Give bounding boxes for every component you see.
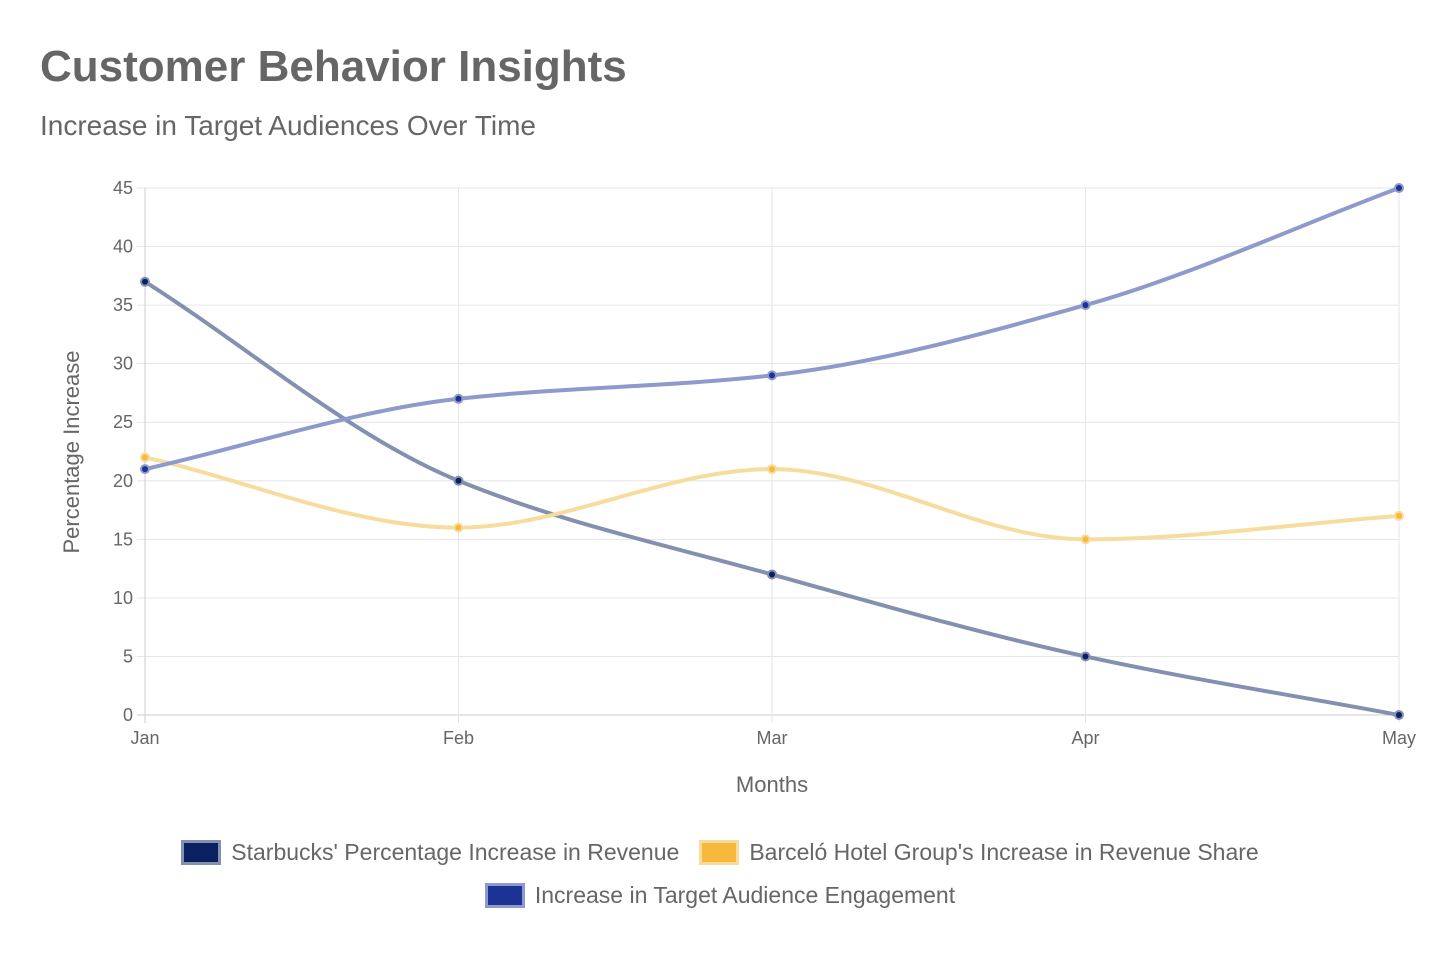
data-point-series-1[interactable]: [1080, 651, 1091, 662]
x-tick-label: Jan: [130, 728, 159, 748]
legend-label: Barceló Hotel Group's Increase in Revenu…: [749, 838, 1259, 865]
data-point-series-3[interactable]: [140, 464, 150, 475]
y-tick-label: 35: [113, 295, 133, 315]
legend-swatch: [484, 882, 525, 908]
legend-item[interactable]: Increase in Target Audience Engagement: [484, 881, 956, 909]
data-point-series-2[interactable]: [1394, 510, 1404, 521]
data-point-series-1[interactable]: [140, 276, 150, 287]
line-chart: 0 5 10 15 20 25 30 35 40 45 Jan Feb Mar Apr May Percen…: [59, 178, 1416, 797]
data-points: [140, 183, 1404, 720]
legend-swatch: [699, 839, 740, 865]
x-tick-label: May: [1382, 728, 1416, 748]
grid: [137, 187, 1400, 723]
legend-item[interactable]: Barceló Hotel Group's Increase in Revenu…: [699, 838, 1259, 866]
data-point-series-2[interactable]: [453, 522, 464, 533]
data-point-series-2[interactable]: [767, 464, 777, 475]
y-tick-label: 10: [113, 588, 133, 608]
y-axis-title: Percentage Increase: [59, 350, 84, 553]
legend-swatch: [181, 839, 222, 865]
data-point-series-3[interactable]: [1394, 183, 1404, 193]
data-point-series-3[interactable]: [453, 393, 464, 404]
chart-subtitle: Increase in Target Audiences Over Time: [40, 110, 536, 141]
y-tick-label: 25: [113, 412, 133, 432]
data-point-series-3[interactable]: [1080, 300, 1091, 311]
data-point-series-1[interactable]: [453, 475, 464, 486]
legend-row: Starbucks' Percentage Increase in Revenu…: [0, 832, 1440, 872]
data-point-series-1[interactable]: [767, 569, 777, 580]
x-tick-label: Apr: [1071, 728, 1099, 748]
y-tick-label: 15: [113, 529, 133, 549]
x-tick-label: Mar: [757, 728, 788, 748]
legend-label: Increase in Target Audience Engagement: [534, 881, 956, 908]
y-tick-label: 40: [113, 237, 133, 257]
x-tick-label: Feb: [443, 728, 474, 748]
data-point-series-3[interactable]: [767, 370, 777, 381]
chart-legend: Starbucks' Percentage Increase in Revenu…: [0, 832, 1440, 918]
legend-label: Starbucks' Percentage Increase in Revenu…: [231, 838, 680, 865]
data-point-series-2[interactable]: [1080, 534, 1091, 545]
data-point-series-2[interactable]: [140, 452, 150, 463]
legend-item[interactable]: Starbucks' Percentage Increase in Revenu…: [181, 839, 679, 866]
chart-title: Customer Behavior Insights: [40, 42, 627, 91]
y-tick-label: 5: [123, 646, 133, 666]
data-point-series-1[interactable]: [1394, 710, 1404, 720]
y-tick-label: 30: [113, 354, 133, 374]
y-tick-label: 45: [113, 178, 133, 198]
x-axis-title: Months: [736, 772, 808, 797]
axes: 0 5 10 15 20 25 30 35 40 45 Jan Feb Mar Apr May: [113, 178, 1416, 748]
y-tick-label: 0: [123, 705, 133, 725]
legend-row: Increase in Target Audience Engagement: [0, 875, 1440, 915]
y-tick-label: 20: [113, 471, 133, 491]
